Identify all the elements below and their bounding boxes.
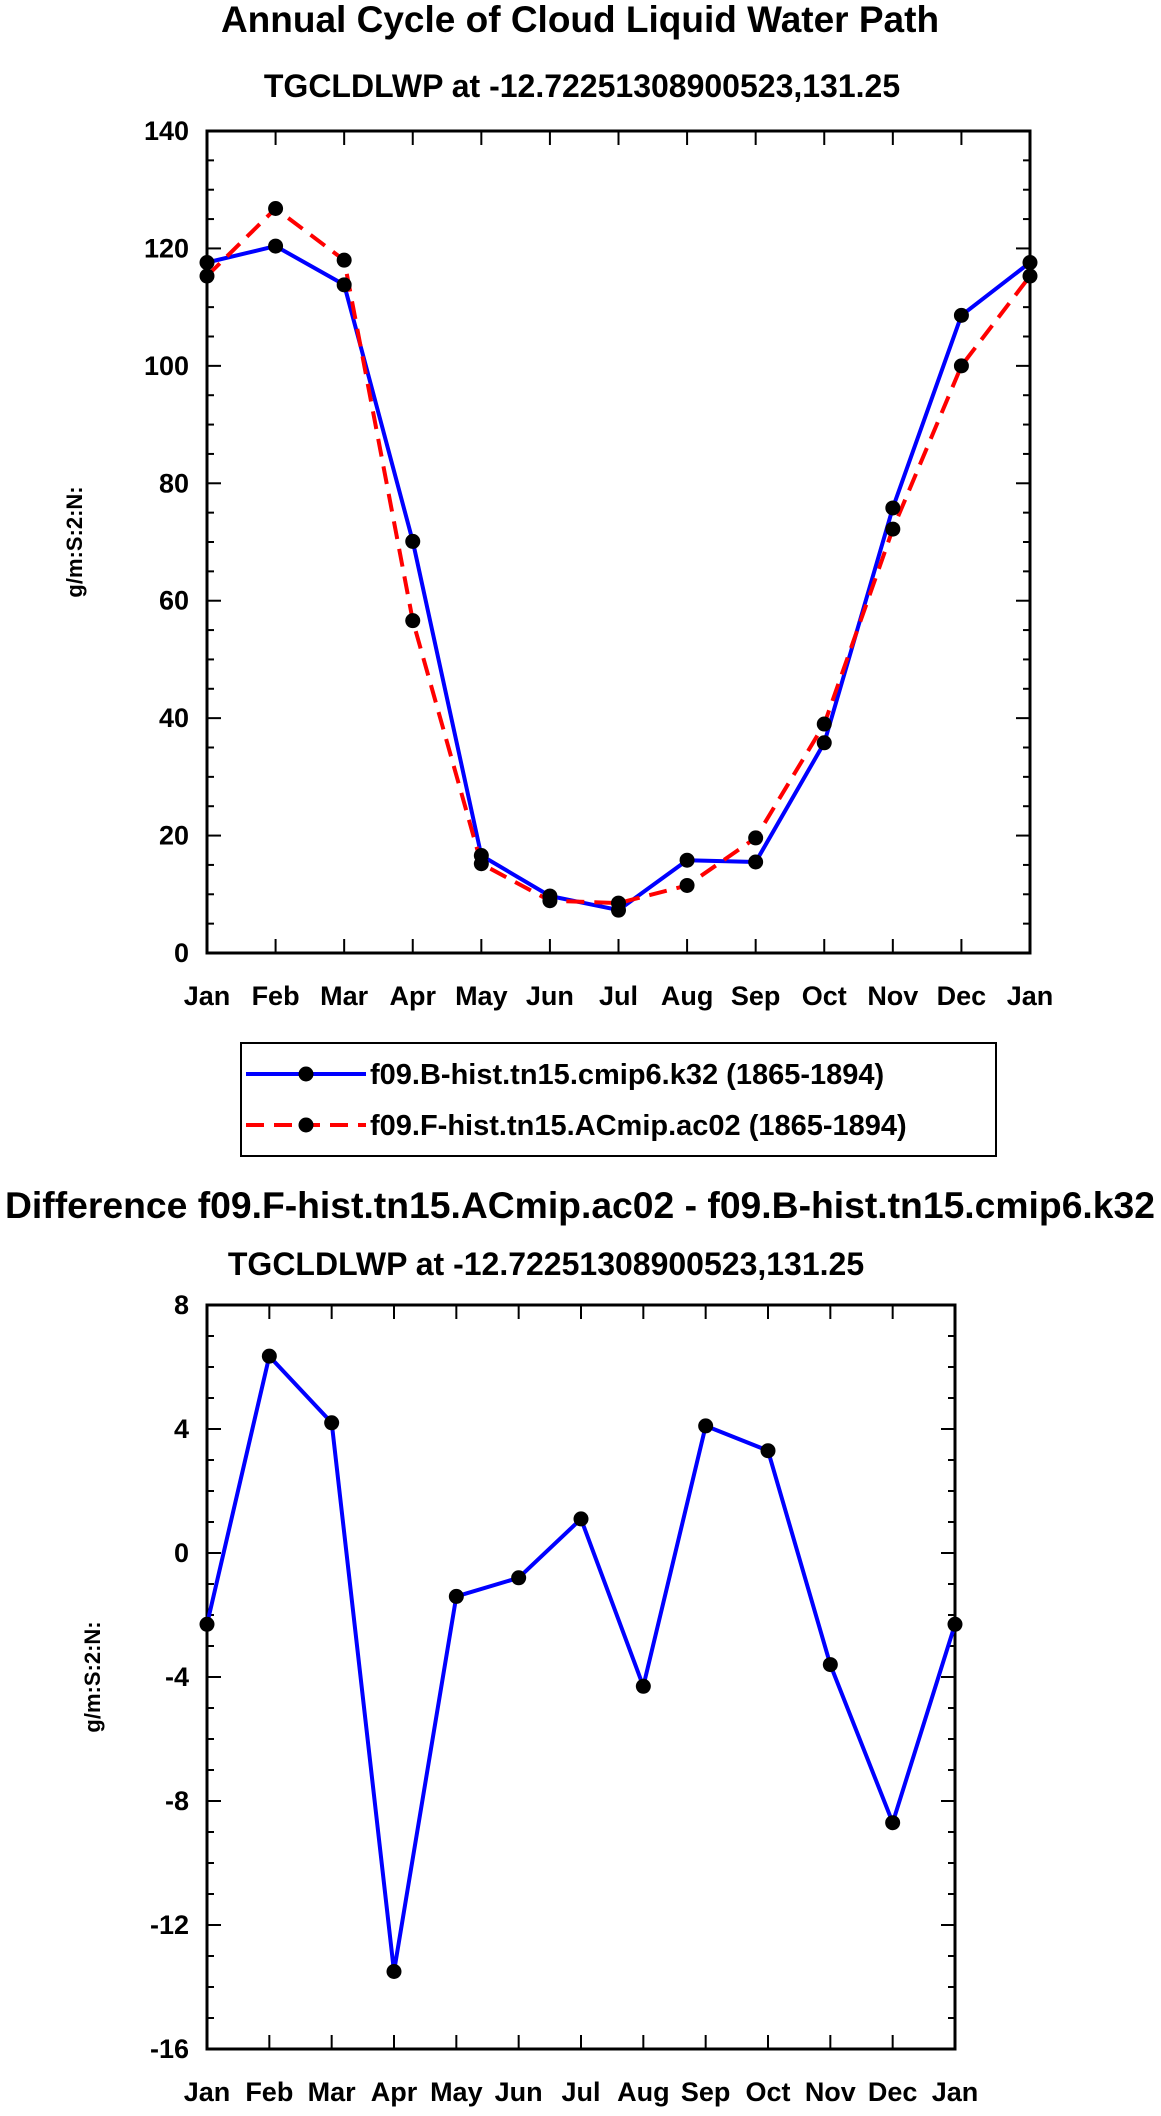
chart2-frame (205, 1303, 957, 2051)
chart1-series-1-point (953, 307, 969, 323)
chart2-xtick-label: Jun (495, 2077, 543, 2107)
chart1-series-2-point (1022, 268, 1038, 284)
chart1-series-1-point (1022, 255, 1038, 271)
chart1-series-2-point (336, 252, 352, 268)
chart2-xtick-label: Jul (561, 2077, 600, 2107)
chart1-ylabel: g/m:S:2:N: (62, 486, 87, 597)
chart2-series-1-point (635, 1678, 651, 1694)
chart2-ytick-label: -8 (165, 1786, 189, 1816)
chart2-series-1-point (261, 1348, 277, 1364)
chart2-ytick-label: -4 (165, 1662, 189, 1692)
chart1-ytick-label: 140 (144, 116, 189, 146)
chart1-series-1-point (885, 500, 901, 516)
chart1-series-1-point (816, 735, 832, 751)
chart2-xtick-label: Feb (245, 2077, 293, 2107)
chart2-xtick-label: Aug (617, 2077, 669, 2107)
chart2-xtick-label: Apr (371, 2077, 418, 2107)
chart2-ytick-label: -12 (150, 1910, 189, 1940)
legend-marker-series-2 (298, 1117, 314, 1133)
chart1-series-1-line (206, 244, 1032, 913)
chart2-series-1-point (760, 1443, 776, 1459)
chart1-ytick-label: 60 (159, 586, 189, 616)
chart1-series-2-point (748, 830, 764, 846)
chart1-series-2-point (953, 358, 969, 374)
chart2-xtick-label: Dec (868, 2077, 918, 2107)
chart1-series-2-point (611, 895, 626, 911)
chart2-series-1-point (822, 1657, 838, 1673)
chart2-xtick-label: Jan (184, 2077, 231, 2107)
chart1-series-2-point (473, 856, 489, 872)
chart1-series-2-line (205, 206, 1032, 906)
chart2-xtick-label: Jan (932, 2077, 979, 2107)
chart1-title: Annual Cycle of Cloud Liquid Water Path (221, 0, 939, 40)
chart2-plot-area: -16 -12 -8 -4 0 4 8 Jan Feb Mar Apr May Jun Jul Aug Sep… (80, 1290, 978, 2107)
chart1-series-2-point (816, 716, 832, 732)
chart1-ytick-label: 0 (174, 938, 189, 968)
chart2-series-1-point (448, 1588, 464, 1604)
chart1-series-2-point (542, 893, 558, 909)
chart2-series-1-point (511, 1570, 527, 1586)
chart1-xtick-label: Mar (320, 981, 369, 1011)
chart2-series-1-point (947, 1616, 963, 1632)
chart1-series-1-point (336, 277, 352, 293)
chart2-ytick-label: 4 (174, 1414, 189, 1444)
chart1-series-2-point (679, 877, 695, 893)
chart1-xtick-label: Feb (252, 981, 300, 1011)
chart1-series-2-point (405, 613, 421, 629)
chart1-legend: f09.B-hist.tn15.cmip6.k32 (1865-1894) f0… (240, 1042, 997, 1157)
chart1-xtick-label: Sep (731, 981, 781, 1011)
chart1-xtick-label: Jul (599, 981, 638, 1011)
chart1-series-2-point (199, 268, 215, 284)
chart2-series-1-point (324, 1415, 340, 1431)
chart1-series-1-point (679, 852, 695, 868)
legend-marker-series-1 (298, 1066, 314, 1082)
chart1-ytick-label: 40 (159, 703, 189, 733)
chart2-series-1-point (386, 1964, 402, 1979)
chart1-ytick-label: 20 (159, 821, 189, 851)
chart2-ylabel: g/m:S:2:N: (80, 1621, 105, 1732)
chart1-series-1-point (405, 533, 421, 549)
chart1-series-1-point (748, 854, 764, 870)
chart2-subtitle: TGCLDLWP at -12.72251308900523,131.25 (228, 1246, 864, 1282)
chart2-ytick-label: -16 (150, 2034, 189, 2064)
chart1-ytick-label: 80 (159, 468, 189, 498)
chart2-xtick-label: Oct (745, 2077, 790, 2107)
chart2-series-1-point (573, 1511, 589, 1527)
chart2-series-1-point (199, 1616, 215, 1632)
chart1-ytick-label: 100 (144, 351, 189, 381)
legend-box (240, 1042, 997, 1157)
legend-label-series-1: f09.B-hist.tn15.cmip6.k32 (1865-1894) (370, 1059, 884, 1091)
chart1-plot-area: 0 20 40 60 80 100 120 140 Jan Feb Mar Apr May Jun Jul A… (62, 116, 1053, 1011)
chart1-xtick-label: May (455, 981, 508, 1011)
chart2-xtick-label: Nov (805, 2077, 856, 2107)
chart2-title: Difference f09.F-hist.tn15.ACmip.ac02 - … (5, 1185, 1155, 1226)
chart1-xtick-label: Jun (526, 981, 574, 1011)
chart1-subtitle: TGCLDLWP at -12.72251308900523,131.25 (264, 68, 900, 104)
chart2-ytick-label: 8 (174, 1290, 189, 1320)
chart1-xtick-label: Apr (390, 981, 437, 1011)
chart2-xtick-label: Mar (308, 2077, 357, 2107)
chart2-series-1-point (885, 1815, 901, 1831)
chart1-xtick-label: Jan (1007, 981, 1054, 1011)
chart2-series-1-point (698, 1418, 714, 1434)
chart1-ytick-label: 120 (144, 233, 189, 263)
legend-label-series-2: f09.F-hist.tn15.ACmip.ac02 (1865-1894) (370, 1110, 907, 1142)
chart1-series-2-point (268, 201, 284, 217)
chart2-xtick-label: May (430, 2077, 483, 2107)
chart1-xtick-label: Dec (937, 981, 987, 1011)
chart1-xtick-label: Nov (867, 981, 918, 1011)
chart2-xtick-label: Sep (681, 2077, 731, 2107)
chart1-series-1-point (268, 238, 284, 254)
chart2-ytick-label: 0 (174, 1538, 189, 1568)
chart2-series-1-line (205, 1354, 957, 1974)
chart1-frame (205, 129, 1032, 955)
chart1-series-2-point (885, 521, 901, 537)
chart1-series-1-point (199, 255, 215, 271)
chart1-xtick-label: Jan (184, 981, 231, 1011)
chart1-xtick-label: Aug (661, 981, 713, 1011)
chart1-xtick-label: Oct (802, 981, 847, 1011)
